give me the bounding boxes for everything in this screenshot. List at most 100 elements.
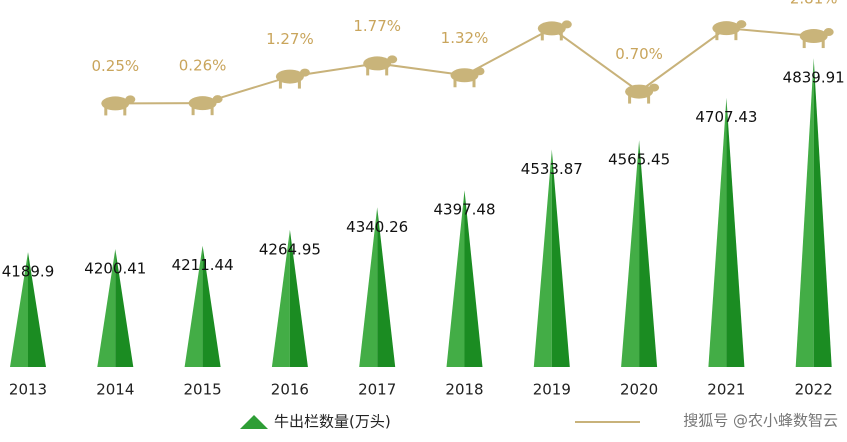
- cow-body: [101, 96, 130, 111]
- bar-value-label: 4340.26: [346, 218, 408, 236]
- bar-left: [184, 245, 203, 367]
- cow-marker: [363, 55, 398, 76]
- cow-head: [649, 83, 660, 92]
- bar: [97, 249, 134, 367]
- cow-marker: [625, 83, 660, 104]
- bar-left: [708, 97, 727, 367]
- cow-body: [275, 69, 304, 84]
- cow-body: [625, 84, 654, 99]
- cow-leg: [104, 107, 108, 116]
- bar-left: [97, 249, 116, 367]
- cow-leg: [297, 80, 301, 89]
- cow-head: [125, 95, 136, 104]
- x-tick-label: 2016: [271, 381, 309, 399]
- bar-right: [464, 190, 483, 367]
- bar-right: [289, 229, 308, 367]
- line-value-label: 1.77%: [353, 17, 401, 35]
- bar-right: [202, 245, 221, 367]
- bar-value-label: 4533.87: [521, 160, 583, 178]
- bar: [10, 252, 46, 367]
- line-value-label: 0.25%: [91, 57, 139, 75]
- cow-leg: [540, 32, 544, 41]
- x-tick-label: 2020: [620, 381, 658, 399]
- bar-left: [621, 140, 640, 367]
- cow-marker: [537, 20, 572, 41]
- legend-swatch: [240, 415, 268, 429]
- cow-leg: [191, 107, 195, 116]
- x-tick-label: 2017: [358, 381, 396, 399]
- cow-leg: [802, 40, 806, 49]
- bar-value-label: 4707.43: [695, 108, 757, 126]
- x-tick-label: 2021: [707, 381, 745, 399]
- bar-left: [271, 229, 290, 367]
- line-value-label: 0.70%: [615, 45, 663, 63]
- legend-label: 牛出栏数量(万头): [274, 413, 391, 431]
- bar-right: [377, 207, 396, 367]
- bar: [621, 140, 658, 367]
- cow-head: [823, 28, 834, 37]
- cow-marker: [101, 95, 136, 116]
- cow-body: [712, 21, 741, 36]
- x-tick-label: 2015: [184, 381, 222, 399]
- bar-left: [795, 58, 814, 368]
- line-value-label: 2.81%: [790, 0, 838, 8]
- cow-body: [188, 96, 217, 111]
- bar-right: [726, 97, 745, 367]
- cow-leg: [647, 95, 651, 104]
- cow-leg: [278, 80, 282, 89]
- cow-leg: [628, 95, 632, 104]
- cow-marker: [799, 28, 834, 49]
- watermark: 搜狐号 @农小蜂数智云: [683, 412, 838, 430]
- cow-leg: [821, 40, 825, 49]
- cow-leg: [472, 79, 476, 88]
- cow-leg: [210, 107, 214, 116]
- cow-marker: [188, 95, 223, 116]
- x-tick-label: 2014: [96, 381, 134, 399]
- cow-leg: [366, 67, 370, 76]
- x-tick-label: 2022: [795, 381, 833, 399]
- bar-right: [813, 58, 832, 368]
- cow-leg: [559, 32, 563, 41]
- bar: [708, 97, 745, 367]
- x-tick-label: 2018: [445, 381, 483, 399]
- bar-value-label: 4839.91: [783, 69, 845, 87]
- cow-body: [363, 56, 392, 71]
- cow-marker: [450, 67, 485, 88]
- cow-head: [387, 55, 398, 64]
- cow-marker: [275, 68, 310, 89]
- cow-head: [212, 95, 223, 104]
- bar: [795, 58, 832, 368]
- cow-head: [474, 67, 485, 76]
- cow-leg: [123, 107, 127, 116]
- bar-value-label: 4565.45: [608, 151, 670, 169]
- cow-head: [561, 20, 572, 29]
- bar-left: [10, 252, 28, 367]
- bar-value-label: 4264.95: [259, 240, 321, 258]
- bar-left: [533, 149, 552, 367]
- bar-right: [28, 252, 46, 367]
- bar-value-label: 4189.9: [2, 263, 55, 281]
- line-value-label: 1.32%: [441, 29, 489, 47]
- cow-body: [799, 29, 828, 44]
- cow-marker: [712, 20, 747, 41]
- cow-leg: [453, 79, 457, 88]
- bar: [271, 229, 308, 367]
- legend: 牛出栏数量(万头) 搜狐号 @农小蜂数智云: [240, 412, 838, 431]
- bar: [446, 190, 483, 367]
- cow-body: [450, 68, 479, 83]
- line-value-label: 1.27%: [266, 30, 314, 48]
- bar-value-label: 4200.41: [84, 260, 146, 278]
- cow-leg: [715, 32, 719, 41]
- bar-left: [359, 207, 378, 367]
- bar-right: [115, 249, 134, 367]
- cow-body: [537, 21, 566, 36]
- bar: [359, 207, 396, 367]
- bar-value-label: 4397.48: [433, 201, 495, 219]
- x-tick-label: 2013: [9, 381, 47, 399]
- cow-head: [736, 20, 747, 29]
- line-value-label: 0.26%: [179, 57, 227, 75]
- bar: [533, 149, 570, 367]
- cow-head: [299, 68, 310, 77]
